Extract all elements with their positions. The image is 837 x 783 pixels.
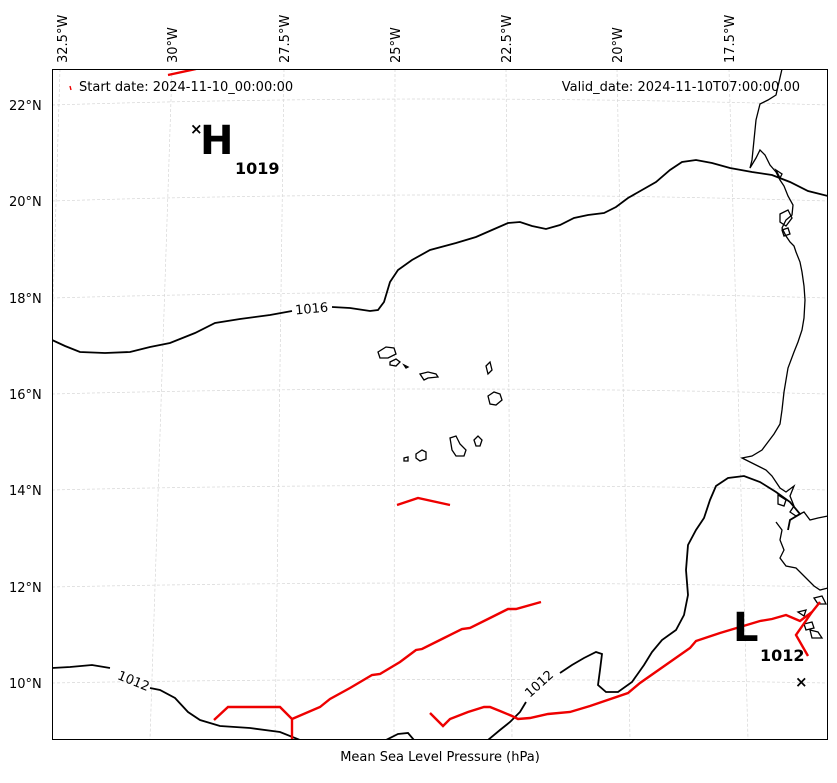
isobar-1012-west xyxy=(52,664,300,739)
lon-label-30w: 30°W xyxy=(166,27,181,63)
lon-label-22-5w: 22.5°W xyxy=(500,15,515,63)
low-center-marker: × xyxy=(795,673,808,691)
lat-label-18n: 18°N xyxy=(9,292,42,307)
lat-label-16n: 16°N xyxy=(9,388,42,403)
low-value: 1012 xyxy=(760,646,805,665)
island-boa-vista xyxy=(487,391,503,406)
west-africa-coast xyxy=(740,69,828,521)
low-letter: L xyxy=(733,605,759,651)
lon-label-20w: 20°W xyxy=(611,27,626,63)
lat-label-20n: 20°N xyxy=(9,195,42,210)
lat-tick-labels: 22°N 20°N 18°N 16°N 14°N 12°N 10°N xyxy=(9,99,42,692)
front-south-east-branch xyxy=(794,611,813,657)
coastlines xyxy=(377,69,828,639)
lat-label-12n: 12°N xyxy=(9,581,42,596)
lon-label-27-5w: 27.5°W xyxy=(278,15,293,63)
high-letter: H xyxy=(200,118,233,164)
island-santiago xyxy=(449,435,467,457)
guinea-bissau-coast xyxy=(775,521,828,591)
lon-label-25w: 25°W xyxy=(389,27,404,63)
high-pressure-center: × H 1019 xyxy=(190,118,280,178)
lat-label-14n: 14°N xyxy=(9,484,42,499)
lon-label-17-5w: 17.5°W xyxy=(723,15,738,63)
isobars xyxy=(52,159,828,739)
front-mid xyxy=(396,496,451,507)
island-sal xyxy=(485,360,493,376)
island-santo-antao xyxy=(377,346,397,359)
front-south-west xyxy=(213,600,542,739)
high-center-marker: × xyxy=(190,120,203,138)
isobar-1016 xyxy=(52,159,828,354)
legend-key xyxy=(69,85,72,91)
contour-label-1012-west: 1012 xyxy=(115,669,151,695)
island-sao-nicolau xyxy=(418,371,440,381)
contour-label-1016: 1016 xyxy=(295,301,329,319)
fronts xyxy=(69,69,821,739)
island-santa-luzia xyxy=(402,363,410,369)
lat-label-22n: 22°N xyxy=(9,99,42,114)
island-brava xyxy=(403,456,409,462)
graticule xyxy=(52,69,828,739)
front-south-east xyxy=(429,601,821,728)
low-pressure-center: L 1012 × xyxy=(733,605,808,691)
island-fogo xyxy=(415,449,427,462)
start-date-label: Start date: 2024-11-10_00:00:00 xyxy=(79,80,293,95)
lon-label-32-5w: 32.5°W xyxy=(56,15,71,63)
island-maio xyxy=(473,435,483,447)
valid-date-label: Valid_date: 2024-11-10T07:00:00.00 xyxy=(562,80,800,95)
high-value: 1019 xyxy=(235,159,280,178)
lon-tick-labels: 32.5°W 30°W 27.5°W 25°W 22.5°W 20°W 17.5… xyxy=(56,15,738,63)
contour-label-1012-east: 1012 xyxy=(522,668,557,701)
map-caption: Mean Sea Level Pressure (hPa) xyxy=(340,750,540,765)
island-sao-vicente xyxy=(389,358,401,367)
lat-label-10n: 10°N xyxy=(9,677,42,692)
plot-frame xyxy=(52,69,828,740)
isobar-1012-east xyxy=(385,475,802,739)
